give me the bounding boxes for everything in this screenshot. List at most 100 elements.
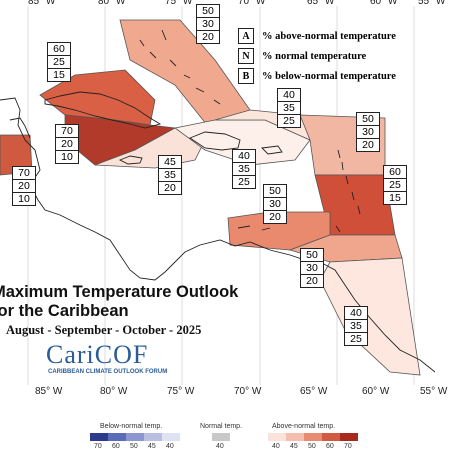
coastlines — [0, 29, 436, 373]
colorbar-normal — [212, 433, 230, 441]
lon-label-bottom: 70° W — [234, 386, 262, 397]
legend-text-normal: % normal temperature — [262, 50, 367, 62]
above-swatch — [304, 433, 322, 441]
caricof-logo: CariCOF — [46, 340, 149, 369]
prob-above: 70 — [13, 167, 35, 180]
below-swatch — [126, 433, 144, 441]
forecast-period: August - September - October - 2025 — [6, 323, 202, 337]
below-tick-label: 45 — [148, 443, 156, 450]
prob-above: 60 — [48, 43, 70, 56]
lon-label-bottom: 65° W — [300, 386, 328, 397]
lon-label-top: 55° W — [418, 0, 446, 7]
prob-normal: 30 — [197, 18, 219, 31]
prob-box-bahamas: 50 30 20 — [196, 4, 220, 44]
prob-below: 25 — [238, 176, 250, 188]
legend-below: B % below-normal temperature — [238, 68, 396, 84]
prob-normal: 30 — [301, 262, 323, 275]
lon-label-bottom: 75° W — [167, 386, 195, 397]
above-swatch — [322, 433, 340, 441]
prob-box-windwards: 60 25 15 — [383, 165, 407, 205]
below-tick-label: 50 — [130, 443, 138, 450]
prob-box-trinidad: 50 30 20 — [300, 248, 324, 288]
above-tick-label: 60 — [326, 443, 334, 450]
below-swatch — [90, 433, 108, 441]
prob-normal: 20 — [56, 138, 78, 151]
above-tick-label: 50 — [308, 443, 316, 450]
above-tick-label: 45 — [290, 443, 298, 450]
prob-above: 40 — [345, 307, 367, 320]
lon-label-bottom: 85° W — [35, 386, 63, 397]
prob-below: 15 — [389, 192, 401, 204]
above-swatch — [340, 433, 358, 441]
prob-above: 50 — [264, 185, 286, 198]
prob-below: 25 — [350, 333, 362, 345]
prob-below: 20 — [164, 182, 176, 194]
prob-below: 20 — [269, 211, 281, 223]
prob-normal: 30 — [357, 126, 379, 139]
above-tick-label: 40 — [272, 443, 280, 450]
prob-box-northern-leewards: 50 30 20 — [356, 112, 380, 152]
below-swatch — [108, 433, 126, 441]
prob-above: 40 — [278, 89, 300, 102]
below-swatch — [162, 433, 180, 441]
lon-label-bottom: 60° W — [362, 386, 390, 397]
below-tick-label: 70 — [94, 443, 102, 450]
lon-label-top: 80° W — [98, 0, 126, 7]
caricof-logo-subtext: CARIBBEAN CLIMATE OUTLOOK FORUM — [48, 369, 168, 375]
prob-above: 50 — [357, 113, 379, 126]
prob-box-abc-islands: 50 30 20 — [263, 184, 287, 224]
prob-above: 70 — [56, 125, 78, 138]
lon-label-bottom: 55° W — [420, 386, 448, 397]
legend-text-above: % above-normal temperature — [262, 30, 396, 42]
prob-box-jamaica: 45 35 20 — [158, 155, 182, 195]
prob-above: 45 — [159, 156, 181, 169]
legend-key-below: B — [238, 68, 254, 84]
prob-below: 20 — [362, 139, 374, 151]
colorbar-below — [90, 433, 180, 441]
prob-normal: 20 — [13, 180, 35, 193]
colorbar-label-below: Below-normal temp. — [100, 423, 163, 430]
normal-tick-label: 40 — [216, 443, 224, 450]
legend-normal: N % normal temperature — [238, 48, 366, 64]
lon-label-top: 70° W — [238, 0, 266, 7]
below-tick-label: 60 — [112, 443, 120, 450]
prob-normal: 35 — [159, 169, 181, 182]
below-tick-label: 40 — [166, 443, 174, 450]
colorbar-label-normal: Normal temp. — [200, 423, 243, 430]
prob-below: 20 — [306, 275, 318, 287]
prob-box-turks-caicos: 40 35 25 — [277, 88, 301, 128]
legend-key-above: A — [238, 28, 254, 44]
prob-box-belize: 70 20 10 — [12, 166, 36, 206]
map-title-line2: for the Caribbean — [0, 302, 129, 320]
lon-label-top: 75° W — [165, 0, 193, 7]
legend-above: A % above-normal temperature — [238, 28, 396, 44]
prob-box-hispaniola: 40 35 25 — [232, 149, 256, 189]
prob-above: 50 — [301, 249, 323, 262]
prob-normal: 35 — [278, 102, 300, 115]
legend-text-below: % below-normal temperature — [262, 70, 396, 82]
above-tick-label: 70 — [344, 443, 352, 450]
legend-key-normal: N — [238, 48, 254, 64]
lon-label-bottom: 80° W — [100, 386, 128, 397]
prob-normal: 25 — [384, 179, 406, 192]
below-swatch — [144, 433, 162, 441]
above-swatch — [268, 433, 286, 441]
normal-swatch — [212, 433, 230, 441]
prob-normal: 35 — [233, 163, 255, 176]
prob-above: 50 — [197, 5, 219, 18]
colorbar-label-above: Above-normal temp. — [272, 423, 336, 430]
prob-box-cuba-west: 60 25 15 — [47, 42, 71, 82]
prob-below: 20 — [202, 31, 214, 43]
prob-box-cuba-east: 70 20 10 — [55, 124, 79, 164]
above-swatch — [286, 433, 304, 441]
lon-label-top: 65° W — [307, 0, 335, 7]
prob-above: 40 — [233, 150, 255, 163]
prob-normal: 30 — [264, 198, 286, 211]
prob-below: 10 — [61, 151, 73, 163]
colorbar-above — [268, 433, 358, 441]
map-title-line1: Maximum Temperature Outlook — [0, 283, 239, 301]
prob-normal: 35 — [345, 320, 367, 333]
prob-below: 10 — [18, 193, 30, 205]
prob-below: 15 — [53, 69, 65, 81]
